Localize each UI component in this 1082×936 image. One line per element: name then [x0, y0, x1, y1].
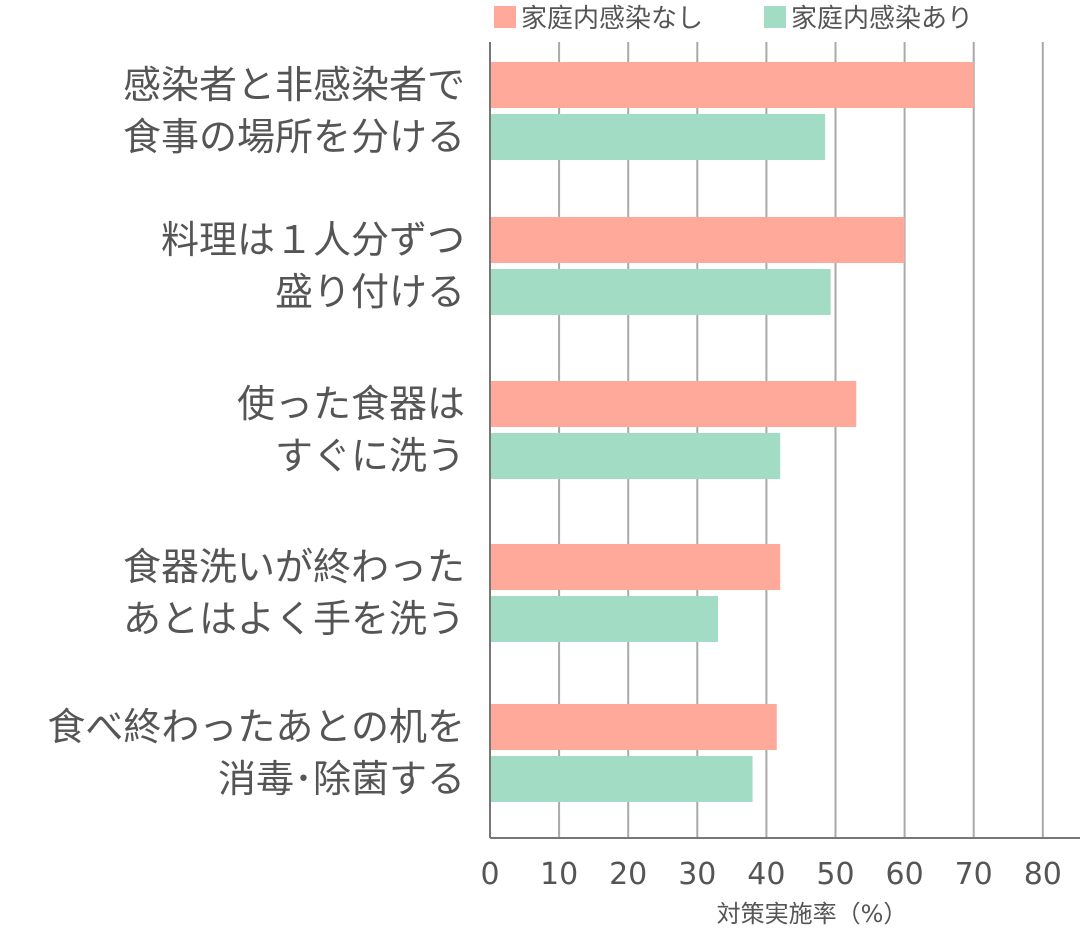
bar-series-2-category-5: [491, 756, 753, 802]
category-label-5-line-1: 食べ終わったあとの机を: [47, 705, 465, 749]
category-label-3-line-2: すぐに洗う: [275, 434, 465, 478]
bar-series-2-category-1: [491, 114, 826, 160]
x-axis-title: 対策実施率（%）: [717, 900, 908, 928]
x-tick-label-50: 50: [816, 857, 854, 892]
bar-series-2-category-3: [491, 433, 781, 479]
category-label-3-line-1: 使った食器は: [237, 382, 465, 426]
category-label-1-line-1: 感染者と非感染者で: [123, 63, 465, 107]
x-tick-label-0: 0: [480, 857, 499, 892]
bar-series-1-category-4: [491, 544, 781, 590]
category-label-1-line-2: 食事の場所を分ける: [123, 115, 465, 159]
x-tick-label-30: 30: [678, 857, 716, 892]
bar-series-2-category-4: [491, 596, 719, 642]
category-label-2-line-1: 料理は１人分ずつ: [161, 218, 465, 262]
category-label-5-line-2: 消毒･除菌する: [218, 757, 465, 801]
bar-series-1-category-1: [491, 62, 974, 108]
legend-swatch-2: [764, 6, 786, 28]
x-tick-label-20: 20: [609, 857, 647, 892]
bar-series-1-category-2: [491, 217, 905, 263]
x-tick-label-10: 10: [540, 857, 578, 892]
legend: 家庭内感染なし 家庭内感染あり: [494, 4, 973, 34]
x-tick-label-70: 70: [955, 857, 993, 892]
x-tick-label-40: 40: [747, 857, 785, 892]
category-labels: 感染者と非感染者で食事の場所を分ける料理は１人分ずつ盛り付ける使った食器はすぐに…: [47, 63, 465, 801]
x-tick-labels: 0 10 20 30 40 50 60 70 80: [480, 857, 1061, 892]
category-label-2-line-2: 盛り付ける: [275, 270, 465, 314]
bars: [491, 62, 974, 802]
bar-series-1-category-5: [491, 704, 777, 750]
bar-series-2-category-2: [491, 269, 831, 315]
bar-series-1-category-3: [491, 381, 857, 427]
category-label-4-line-1: 食器洗いが終わった: [123, 545, 465, 589]
category-label-4-line-2: あとはよく手を洗う: [123, 597, 465, 641]
legend-label-1: 家庭内感染なし: [521, 4, 703, 34]
legend-label-2: 家庭内感染あり: [791, 4, 973, 34]
x-tick-label-60: 60: [886, 857, 924, 892]
legend-swatch-1: [494, 6, 516, 28]
axes: [489, 42, 1080, 839]
x-tick-label-80: 80: [1024, 857, 1062, 892]
